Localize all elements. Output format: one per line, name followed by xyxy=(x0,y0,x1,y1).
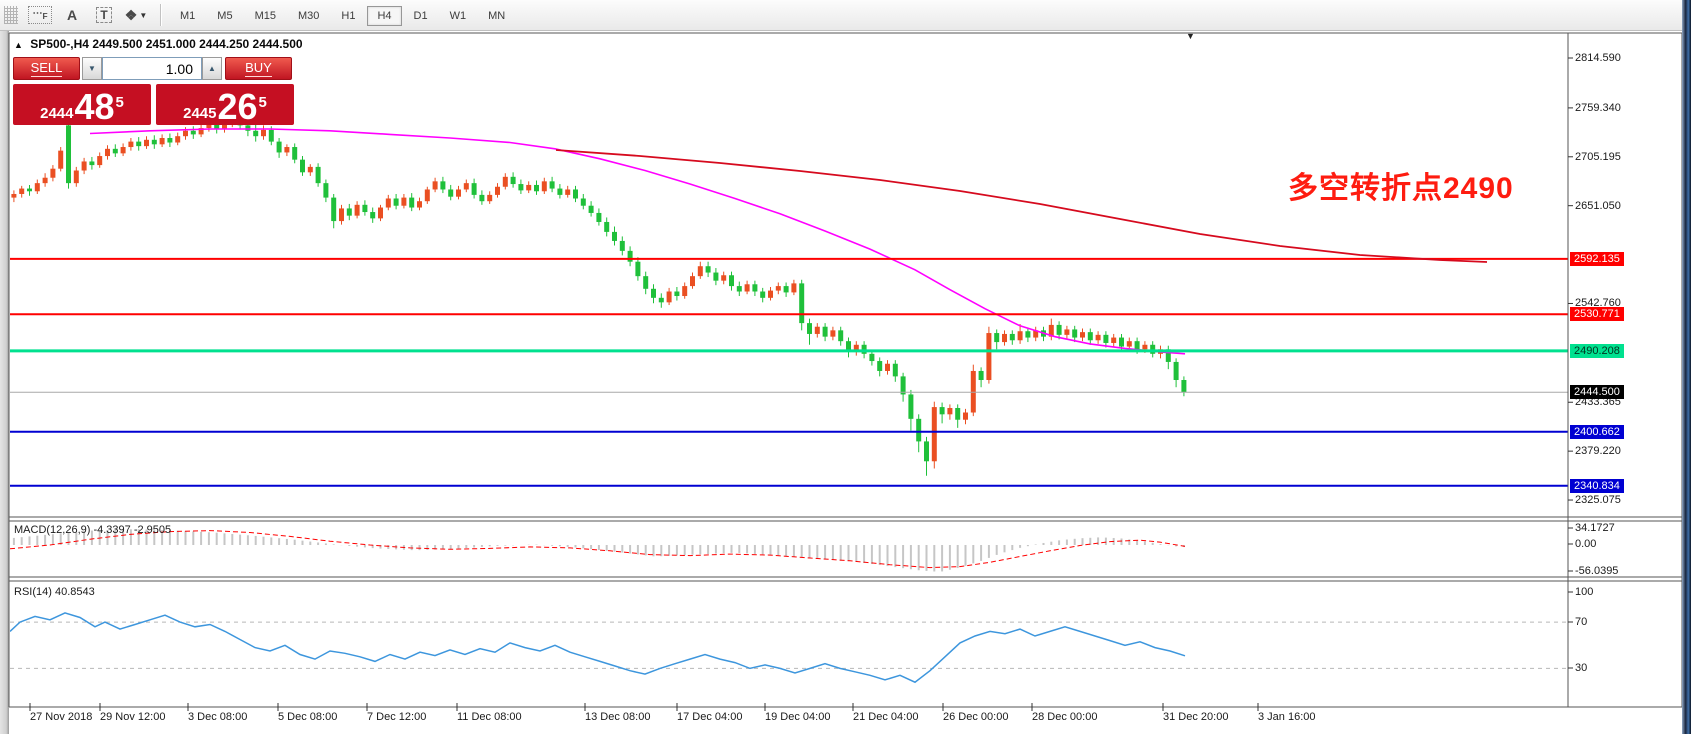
rsi-axis-label: 70 xyxy=(1575,616,1588,628)
ohlc-close: 2444.500 xyxy=(252,37,303,51)
indicators-icon[interactable]: ⋯F xyxy=(27,4,53,26)
text-box-icon[interactable]: T xyxy=(91,4,117,26)
price-tick-label: 2325.075 xyxy=(1575,494,1621,507)
timeframe-button-h4[interactable]: H4 xyxy=(367,6,402,26)
buy-button[interactable]: BUY xyxy=(225,57,292,80)
rsi-axis-label: 30 xyxy=(1575,662,1588,674)
volume-decrease-button[interactable]: ▼ xyxy=(82,57,102,80)
time-axis-label: 21 Dec 04:00 xyxy=(853,711,919,723)
time-axis-label: 19 Dec 04:00 xyxy=(765,711,831,723)
time-axis-label: 13 Dec 08:00 xyxy=(585,711,651,723)
price-tick-label: 2379.220 xyxy=(1575,445,1621,458)
time-axis-label: 26 Dec 00:00 xyxy=(943,711,1009,723)
time-axis-label: 28 Dec 00:00 xyxy=(1032,711,1098,723)
time-axis-label: 3 Dec 08:00 xyxy=(188,711,248,723)
price-tick-label: 2705.195 xyxy=(1575,150,1621,163)
price-tick-label: 2759.340 xyxy=(1575,101,1621,114)
sell-button[interactable]: SELL xyxy=(13,57,80,80)
timeframe-button-m1[interactable]: M1 xyxy=(180,10,196,22)
volume-increase-button[interactable]: ▲ xyxy=(202,57,222,80)
collapse-arrow-icon[interactable]: ▲ xyxy=(14,40,23,50)
rsi-indicator-label: RSI(14) 40.8543 xyxy=(14,586,95,598)
timeframe-button-h1[interactable]: H1 xyxy=(341,10,356,22)
time-axis-label: 17 Dec 04:00 xyxy=(677,711,743,723)
timeframe-button-m15[interactable]: M15 xyxy=(254,10,276,22)
timeframe-button-d1[interactable]: D1 xyxy=(413,10,428,22)
time-axis-label: 3 Jan 16:00 xyxy=(1258,711,1316,723)
time-axis-label: 5 Dec 08:00 xyxy=(278,711,338,723)
objects-icon[interactable]: ❖ ▼ xyxy=(124,6,148,23)
price-level-label: 2340.834 xyxy=(1570,478,1624,493)
price-tick-label: 2542.760 xyxy=(1575,297,1621,310)
price-level-label: 2400.662 xyxy=(1570,424,1624,439)
timeframe-button-mn[interactable]: MN xyxy=(488,10,506,22)
text-label-icon[interactable]: A xyxy=(66,7,78,23)
toolbar-drag-handle[interactable] xyxy=(4,6,18,24)
ohlc-low: 2444.250 xyxy=(199,37,250,51)
timeframe-button-m5[interactable]: M5 xyxy=(217,10,233,22)
price-level-label: 2530.771 xyxy=(1570,307,1624,322)
time-axis-label: 11 Dec 08:00 xyxy=(457,711,522,723)
window-right-edge xyxy=(1682,0,1691,734)
time-axis-label: 29 Nov 12:00 xyxy=(100,711,166,723)
price-level-label: 2592.135 xyxy=(1570,251,1624,266)
chevron-down-icon: ▼ xyxy=(139,10,148,20)
time-axis-label: 31 Dec 20:00 xyxy=(1163,711,1229,723)
chinese-annotation-text: 多空转折点2490 xyxy=(1288,172,1514,205)
one-click-trading-panel: SELL ▼ ▲ BUY 2444 48 5 2445 26 5 xyxy=(13,57,297,125)
window-left-edge xyxy=(0,31,9,734)
sell-price-display[interactable]: 2444 48 5 xyxy=(13,84,151,125)
ohlc-open: 2449.500 xyxy=(92,37,143,51)
price-tick-label: 2651.050 xyxy=(1575,199,1621,212)
macd-axis-label: 34.1727 xyxy=(1575,522,1615,534)
macd-axis-label: 0.00 xyxy=(1575,538,1597,550)
toolbar-separator xyxy=(160,4,161,26)
price-tick-label: 2433.365 xyxy=(1575,396,1621,409)
timeframe-group: M1 M5 M15 M30 H1 H4 D1 W1 MN xyxy=(169,6,516,26)
buy-price-display[interactable]: 2445 26 5 xyxy=(156,84,294,125)
price-tick-label: 2814.590 xyxy=(1575,52,1621,64)
macd-axis-label: -56.0395 xyxy=(1575,565,1619,577)
toolbar: ⋯F A T ❖ ▼ M1 M5 M15 M30 H1 H4 D1 W1 MN xyxy=(0,0,1691,31)
symbol-info-line: ▲ SP500-,H4 2449.500 2451.000 2444.250 2… xyxy=(14,37,303,51)
rsi-axis-label: 100 xyxy=(1575,586,1594,598)
macd-indicator-label: MACD(12,26,9) -4.3397 -2.9505 xyxy=(14,524,172,536)
timeframe-button-m30[interactable]: M30 xyxy=(297,10,320,22)
timeframe-button-w1[interactable]: W1 xyxy=(449,10,467,22)
time-axis-label: 7 Dec 12:00 xyxy=(367,711,427,723)
symbol-name: SP500-,H4 xyxy=(30,37,89,51)
price-level-label: 2444.500 xyxy=(1570,385,1624,400)
time-axis-label: 27 Nov 2018 xyxy=(30,711,93,723)
price-level-label: 2490.208 xyxy=(1570,343,1624,358)
ohlc-high: 2451.000 xyxy=(145,37,196,51)
scroll-to-end-marker-icon[interactable]: ▼ xyxy=(1186,31,1195,41)
volume-input[interactable] xyxy=(102,57,202,80)
